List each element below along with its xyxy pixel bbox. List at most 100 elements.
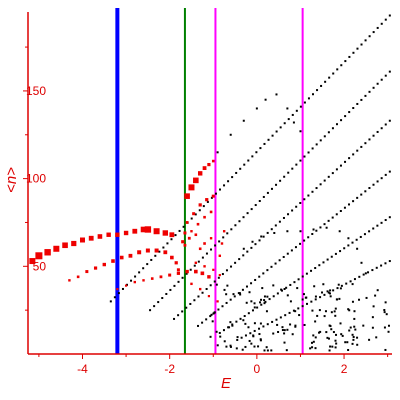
data-point-black [375,266,378,269]
data-point-black [284,314,287,317]
data-point-black [298,314,301,317]
data-point-black [218,240,221,243]
data-point-red [176,271,180,275]
data-point-black [149,309,152,312]
data-point-black [352,338,355,341]
data-point-black [232,293,235,296]
data-point-black [166,242,169,245]
data-point-black [259,147,262,150]
data-point-black [380,78,383,81]
data-point-red [205,198,209,202]
data-point-black [250,342,253,345]
data-point-red [115,232,120,237]
data-point-black [260,303,263,306]
data-point-black [352,153,355,156]
data-point-black [334,314,337,317]
data-point-black [243,315,246,318]
data-point-black [266,323,269,326]
data-point-black [343,206,346,209]
data-point-black [189,302,192,305]
data-point-black [340,284,343,287]
data-point-black [380,22,383,25]
data-point-red [102,262,106,267]
data-point-black [321,291,324,294]
data-point-black [201,291,204,294]
x-tick-label: 2 [341,362,348,376]
data-point-red [132,228,138,234]
data-point-black [242,254,245,257]
data-point-black [331,172,334,175]
data-point-black [310,300,313,303]
data-point-black [275,130,278,133]
data-point-black [263,142,266,145]
data-point-black [362,324,365,327]
data-point-black [229,344,232,347]
data-point-black [352,335,355,338]
data-point-black [348,329,351,332]
data-point-black [212,312,215,315]
data-point-red [211,194,215,198]
data-point-black [299,242,302,245]
data-point-red [184,193,190,199]
data-point-black [354,328,357,331]
data-point-black [356,336,359,339]
data-point-black [327,219,330,222]
data-point-black [142,267,145,270]
data-point-black [241,288,244,291]
data-point-black [368,138,371,141]
data-point-black [161,297,164,300]
data-point-black [258,275,261,278]
data-point-black [348,203,351,206]
data-point-black [349,326,352,329]
data-point-black [216,151,219,154]
data-point-black [336,287,339,290]
data-point-black [226,284,229,287]
x-tick-label: -2 [164,362,175,376]
data-point-black [266,269,269,272]
data-point-black [344,160,347,163]
data-point-black [360,43,363,46]
data-point-black [117,292,120,295]
data-point-black [225,269,228,272]
data-point-black [348,111,351,114]
data-point-black [266,295,269,298]
data-point-black [347,244,350,247]
data-point-red [209,210,213,214]
data-point-red [144,226,152,233]
data-point-black [222,329,225,332]
data-point-black [206,200,209,203]
x-tick-label: 0 [254,362,261,376]
data-point-black [384,173,387,176]
data-point-black [158,250,161,253]
data-point-black [213,280,216,283]
data-point-black [228,326,231,329]
data-point-red [193,177,199,184]
data-point-black [256,306,259,309]
data-point-black [367,271,370,274]
data-point-black [205,288,208,291]
data-point-red [222,230,226,233]
data-point-black [323,135,326,138]
y-tick-label: 50 [33,259,47,273]
data-point-black [178,229,181,232]
data-point-black [247,159,250,162]
data-point-black [150,258,153,261]
data-point-black [205,318,208,321]
data-point-black [273,231,276,234]
data-point-black [299,202,302,205]
data-point-black [287,118,290,121]
axes [27,12,392,355]
data-point-black [264,300,267,303]
data-point-black [270,265,273,268]
data-point-black [274,224,277,227]
data-point-black [323,315,326,318]
data-point-black [239,317,242,320]
data-point-black [364,39,367,42]
data-point-black [272,295,275,298]
data-point-black [364,272,367,275]
data-point-red [218,254,222,257]
data-point-red [194,233,198,237]
data-point-black [331,345,334,348]
data-point-black [290,249,293,252]
